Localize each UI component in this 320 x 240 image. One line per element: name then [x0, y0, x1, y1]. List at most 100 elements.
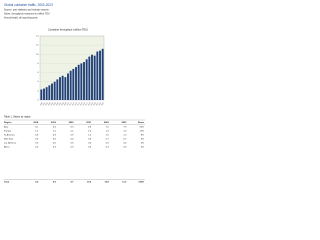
- table-cell: 0.7: [123, 139, 127, 141]
- table-cell: 12%: [140, 131, 144, 133]
- bar: [96, 51, 99, 100]
- table-cell: 0.3: [106, 147, 110, 149]
- table-cell: 6.9: [88, 127, 92, 129]
- table-cell: Total: [4, 181, 9, 184]
- table-cell: 6%: [141, 139, 144, 141]
- x-tick-label: 2022: [99, 102, 103, 106]
- bar: [43, 88, 45, 100]
- table-cell: 0.9: [70, 135, 74, 137]
- table-cell: 7.3: [123, 127, 127, 129]
- table-cell: 2018: [33, 122, 39, 124]
- bar: [53, 81, 56, 100]
- table-cell: Africa: [4, 146, 10, 149]
- table-cell: 0.3: [123, 147, 127, 149]
- bar: [69, 70, 72, 100]
- table-caption: Table 1. Values by region: [4, 116, 31, 119]
- table-cell: 1.3: [88, 131, 92, 133]
- table-cell: 1.0: [106, 135, 110, 137]
- table-cell: 0.5: [106, 143, 110, 145]
- table-cell: N. America: [4, 134, 15, 137]
- table-cell: 100%: [138, 182, 144, 184]
- x-tick-label: 2002: [45, 102, 49, 106]
- table-cell: Region: [4, 122, 12, 124]
- table-cell: 9.7: [70, 182, 74, 184]
- x-tick-label: 2007: [59, 102, 63, 106]
- plot-area: [39, 35, 105, 101]
- x-tick-label: 2010: [67, 102, 71, 106]
- table-cell: 65%: [140, 127, 144, 129]
- table-cell: 9%: [141, 135, 144, 137]
- text-line: Annual totals, all reporting ports: [4, 17, 38, 20]
- table-cell: 10.8: [104, 182, 109, 184]
- chart-title: Container throughput (million TEU): [48, 28, 88, 32]
- bar: [75, 67, 77, 100]
- x-tick-label: 2004: [51, 102, 55, 106]
- y-tick-label: 4: [37, 81, 39, 83]
- table-cell: 7.0: [106, 127, 110, 129]
- table-cell: 2021: [86, 122, 92, 124]
- table-cell: 0.5: [70, 143, 74, 145]
- y-tick-label: 2: [37, 90, 39, 92]
- bar: [45, 87, 48, 100]
- table-cell: 9.5: [35, 182, 39, 184]
- table-cell: 0.5: [88, 143, 92, 145]
- table-cell: 0.7: [106, 139, 110, 141]
- bar: [67, 73, 69, 100]
- x-tick-label: 2000: [40, 102, 44, 106]
- table-cell: 0.6: [35, 139, 39, 141]
- x-tick-label: 2020: [93, 102, 97, 106]
- table-cell: 0.6: [88, 139, 92, 141]
- table-cell: 0.3: [88, 147, 92, 149]
- bar: [59, 77, 61, 100]
- text-line: Source: port statistics and industry rep…: [4, 9, 49, 12]
- bar: [48, 85, 51, 100]
- bar: [99, 50, 101, 100]
- bar: [72, 68, 75, 100]
- table-cell: Europe: [4, 130, 12, 133]
- table-cell: 11.2: [122, 182, 127, 184]
- table-cell: 0.3: [53, 147, 57, 149]
- table-cell: 6.1: [35, 127, 39, 129]
- x-tick-label: 2011: [69, 102, 73, 106]
- x-tick-label: 2019: [91, 102, 95, 106]
- text-line: Notes: throughput measured in million TE…: [4, 13, 50, 16]
- bar: [61, 75, 64, 100]
- y-tick-label: 6: [37, 72, 39, 74]
- x-tick-label: 2009: [64, 102, 68, 106]
- bar: [88, 56, 91, 100]
- bar: [85, 59, 88, 100]
- bar: [64, 77, 67, 100]
- table-cell: 0.9: [53, 135, 57, 137]
- table-cell: 1.3: [123, 131, 127, 133]
- y-tick-label: 14: [36, 36, 39, 38]
- table-cell: 1.1: [70, 131, 74, 133]
- table-cell: Asia: [4, 126, 9, 129]
- table-cell: Mid. East: [4, 138, 14, 141]
- table-cell: 6.4: [53, 127, 57, 129]
- y-tick-label: 8: [37, 63, 39, 65]
- x-tick-label: 2015: [80, 102, 84, 106]
- bar: [77, 64, 80, 100]
- table-cell: 5%: [141, 143, 144, 145]
- table-cell: 0.5: [53, 143, 57, 145]
- x-tick-label: 2012: [72, 102, 76, 106]
- table-cell: 0.6: [70, 139, 74, 141]
- x-tick-label: 2008: [61, 102, 65, 106]
- table-cell: 0.6: [53, 139, 57, 141]
- table-cell: 0.3: [70, 147, 74, 149]
- table-cell: 10.6: [87, 182, 92, 184]
- page: Global container traffic, 2000-2023 Sour…: [4, 3, 145, 184]
- x-tick-label: 2023: [101, 102, 105, 106]
- x-tick-label: 2016: [83, 102, 87, 106]
- table-cell: 1.0: [88, 135, 92, 137]
- table-cell: 0.5: [35, 143, 39, 145]
- table-cell: 2019: [51, 122, 57, 124]
- table-cell: 2023: [122, 122, 128, 124]
- bar: [80, 63, 83, 100]
- bar: [83, 62, 85, 100]
- table-cell: 1.2: [53, 131, 57, 133]
- table-cell: 6.3: [70, 127, 74, 129]
- bar: [56, 79, 59, 100]
- x-tick-label: 2013: [75, 102, 79, 106]
- table-cell: 0.6: [123, 143, 127, 145]
